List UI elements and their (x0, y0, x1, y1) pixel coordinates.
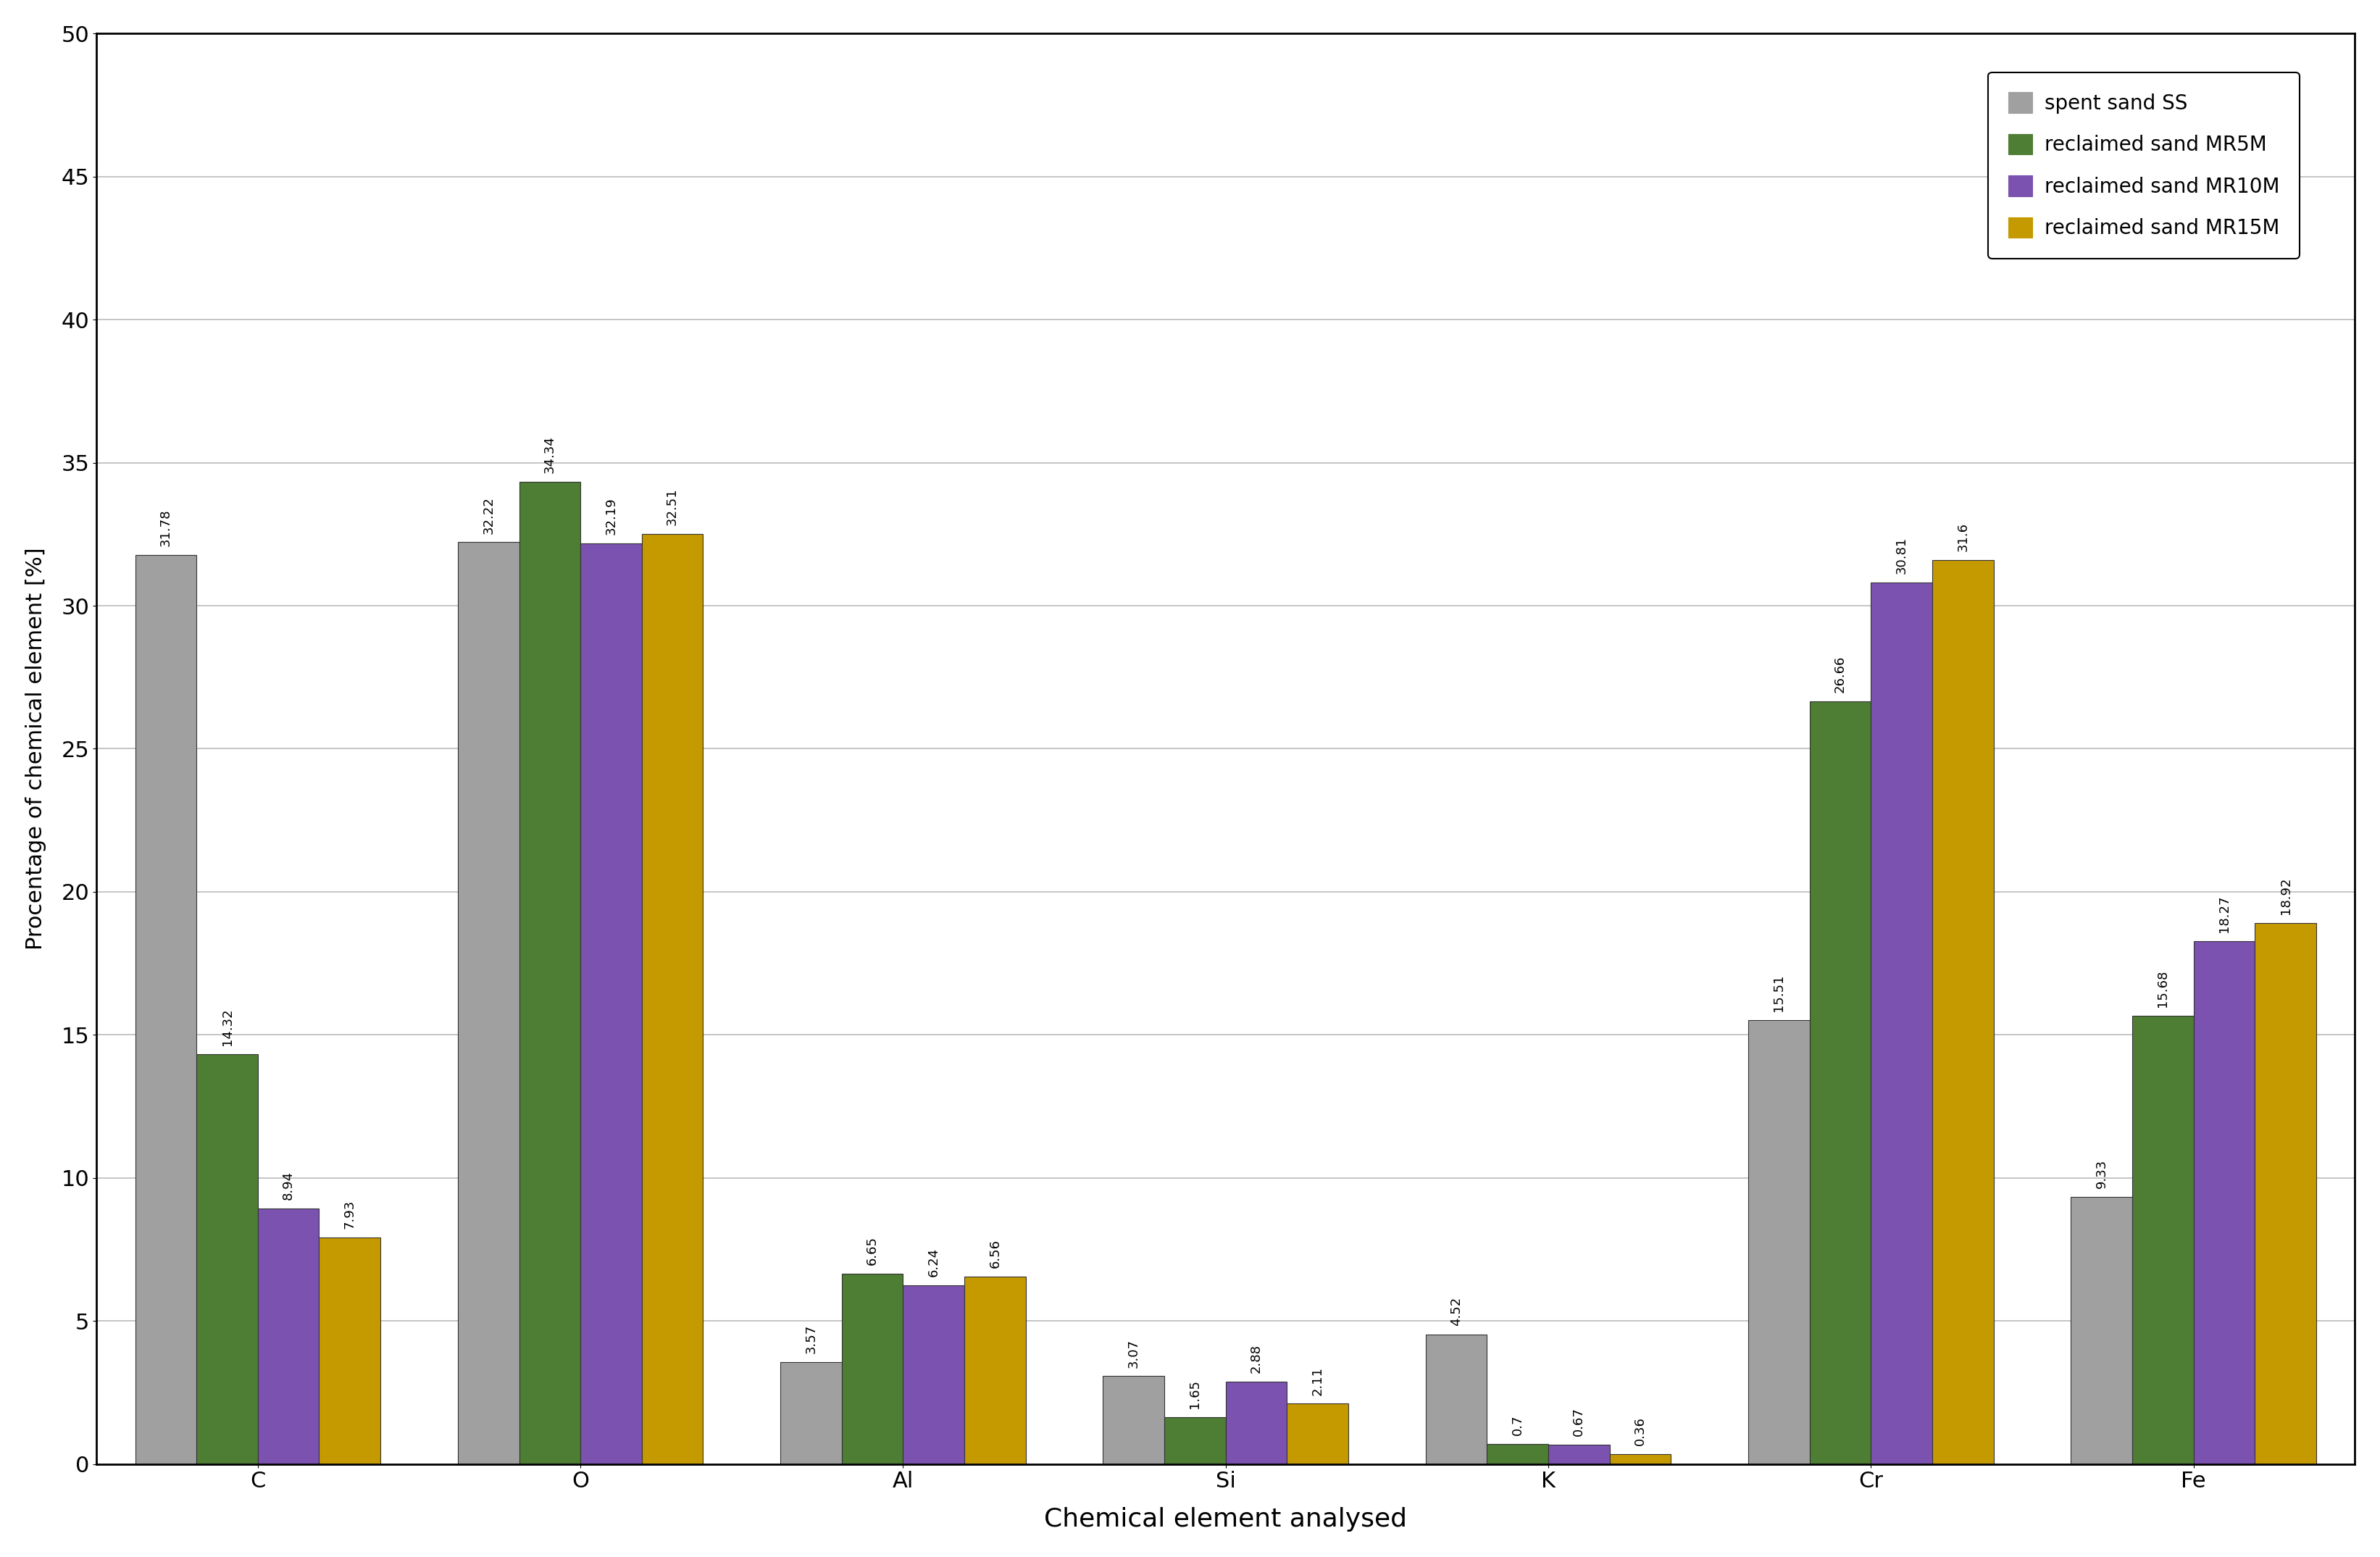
Bar (198, 1054, 257, 1464)
Bar (2071, 1197, 2132, 1464)
Bar (1488, 1443, 1549, 1464)
Bar (457, 542, 519, 1464)
Text: 14.32: 14.32 (221, 1009, 233, 1046)
Bar (136, 554, 198, 1464)
Bar (1749, 1020, 1809, 1464)
Text: 0.67: 0.67 (1573, 1408, 1585, 1436)
Text: 26.66: 26.66 (1833, 655, 1847, 693)
Text: 6.24: 6.24 (928, 1247, 940, 1277)
Text: 18.92: 18.92 (2280, 877, 2292, 914)
Bar (2194, 942, 2254, 1464)
Bar (519, 481, 581, 1464)
Text: 34.34: 34.34 (543, 436, 557, 473)
Text: 30.81: 30.81 (1894, 537, 1909, 575)
Bar (1102, 1376, 1164, 1464)
Text: 6.65: 6.65 (866, 1236, 878, 1266)
Bar (1809, 701, 1871, 1464)
Text: 18.27: 18.27 (2218, 895, 2230, 933)
Bar (643, 534, 702, 1464)
Text: 15.51: 15.51 (1773, 975, 1785, 1012)
Text: 2.88: 2.88 (1250, 1344, 1264, 1373)
Bar (843, 1274, 902, 1464)
Text: 9.33: 9.33 (2094, 1160, 2109, 1188)
Text: 31.78: 31.78 (159, 509, 171, 547)
Bar (1549, 1445, 1609, 1464)
Text: 0.36: 0.36 (1633, 1417, 1647, 1445)
Y-axis label: Procentage of chemical element [%]: Procentage of chemical element [%] (26, 548, 45, 950)
Text: 15.68: 15.68 (2156, 970, 2171, 1007)
Bar (581, 543, 643, 1464)
Text: 7.93: 7.93 (343, 1199, 357, 1228)
Bar (1609, 1454, 1671, 1464)
Bar (902, 1286, 964, 1464)
Text: 32.22: 32.22 (481, 497, 495, 534)
Bar (1226, 1381, 1288, 1464)
Text: 4.52: 4.52 (1449, 1297, 1464, 1327)
Bar (1933, 561, 1994, 1464)
Bar (319, 1238, 381, 1464)
Text: 3.07: 3.07 (1128, 1339, 1140, 1367)
Text: 3.57: 3.57 (804, 1323, 819, 1353)
Bar (1426, 1334, 1488, 1464)
Bar (1288, 1404, 1347, 1464)
Text: 32.19: 32.19 (605, 497, 616, 534)
Text: 8.94: 8.94 (281, 1171, 295, 1200)
Bar (781, 1362, 843, 1464)
Text: 0.7: 0.7 (1511, 1415, 1523, 1436)
Bar (964, 1277, 1026, 1464)
Bar (257, 1208, 319, 1464)
Bar (2132, 1015, 2194, 1464)
Bar (1871, 582, 1933, 1464)
Text: 1.65: 1.65 (1188, 1380, 1202, 1408)
Text: 31.6: 31.6 (1956, 523, 1968, 551)
Bar (1164, 1417, 1226, 1464)
X-axis label: Chemical element analysed: Chemical element analysed (1045, 1507, 1407, 1532)
Legend: spent sand SS, reclaimed sand MR5M, reclaimed sand MR10M, reclaimed sand MR15M: spent sand SS, reclaimed sand MR5M, recl… (1987, 72, 2299, 258)
Text: 6.56: 6.56 (988, 1239, 1002, 1267)
Text: 32.51: 32.51 (666, 487, 678, 525)
Bar (2254, 923, 2316, 1464)
Text: 2.11: 2.11 (1311, 1365, 1323, 1395)
